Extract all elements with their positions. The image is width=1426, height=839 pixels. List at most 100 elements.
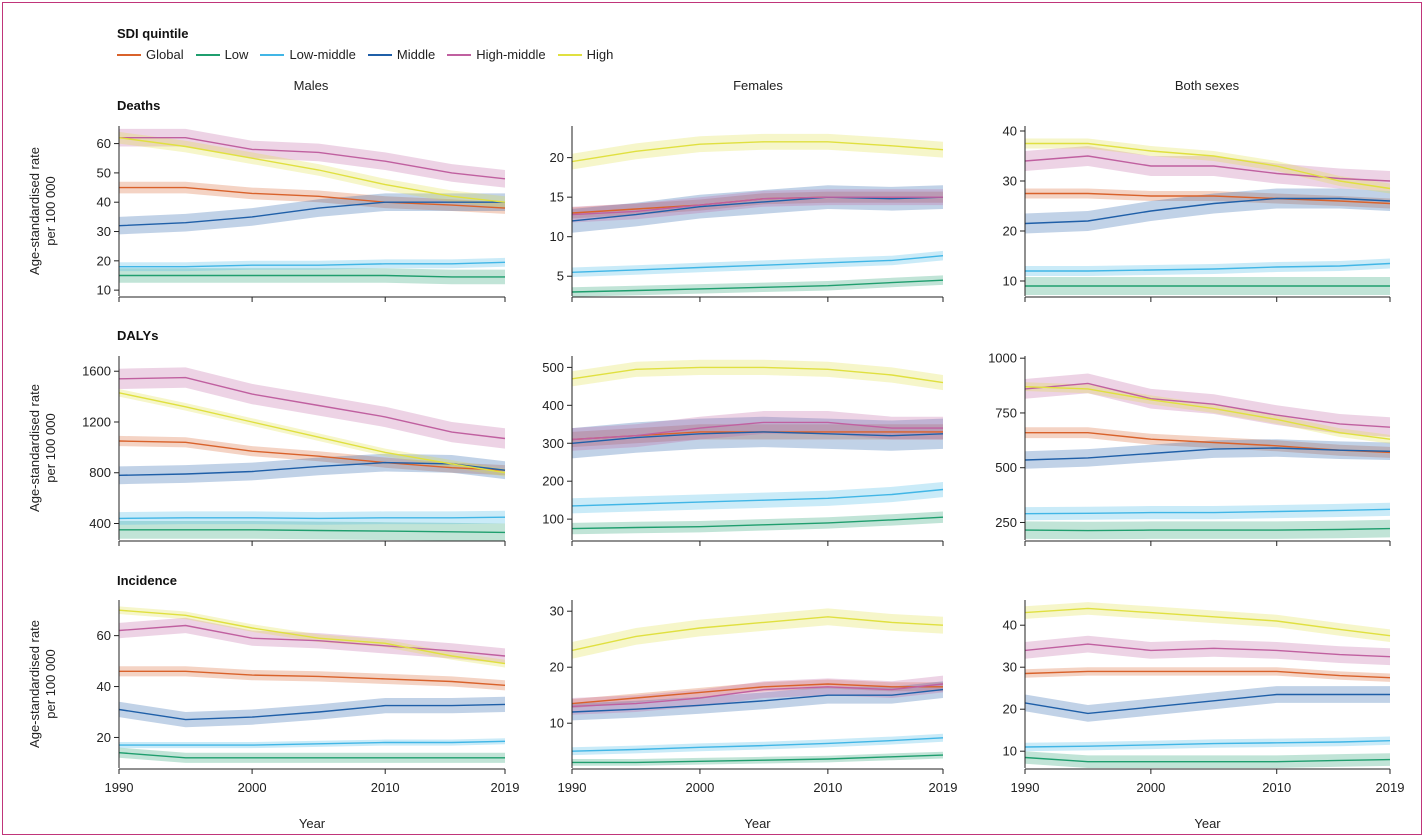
panel-deaths-females: 5 10 15 20 — [550, 126, 944, 302]
series-line-high — [571, 366, 944, 384]
series-line-low — [119, 529, 506, 534]
series-line-global — [119, 670, 506, 686]
column-header-both-sexes: Both sexes — [1175, 78, 1240, 93]
uncertainty-band-high — [572, 608, 943, 659]
y-tick-label: 10 — [550, 229, 564, 244]
y-tick-label: 60 — [97, 628, 111, 643]
x-tick-label: 1990 — [558, 780, 587, 795]
legend-label: Middle — [396, 47, 436, 62]
uncertainty-band-low — [119, 747, 505, 763]
uncertainty-band-low — [572, 275, 943, 297]
legend-label: High-middle — [476, 47, 546, 62]
y-tick-label: 30 — [1003, 660, 1017, 675]
uncertainty-band-high-middle — [572, 411, 943, 451]
y-tick-label: 40 — [1003, 618, 1017, 633]
y-tick-label: 40 — [97, 195, 111, 210]
series-line-high-middle — [1024, 155, 1391, 182]
uncertainty-band-middle — [1025, 686, 1390, 722]
y-axis-label: Age-standardised rateper 100 000 — [27, 147, 58, 275]
y-tick-label: 15 — [550, 190, 564, 205]
uncertainty-band-high-middle — [1025, 635, 1390, 666]
series-line-low-middle — [119, 261, 506, 268]
series-line-middle — [118, 201, 505, 227]
y-tick-label: 40 — [97, 679, 111, 694]
y-tick-label: 20 — [550, 660, 564, 675]
series-line-high — [118, 609, 506, 665]
x-tick-label: 2010 — [371, 780, 400, 795]
legend-label: Global — [146, 47, 184, 62]
panel-dalys-males: 400 800 1200 1600 Age-standardised rateper 1… — [27, 356, 506, 546]
uncertainty-band-low-middle — [1025, 258, 1390, 276]
y-tick-label: 100 — [542, 512, 564, 527]
series-line-high-middle — [571, 683, 944, 708]
series-line-high — [1024, 386, 1391, 440]
legend-swatch — [117, 53, 141, 56]
y-axis-label: Age-standardised rateper 100 000 — [27, 384, 58, 512]
column-header-females: Females — [733, 78, 783, 93]
y-tick-label: 200 — [542, 474, 564, 489]
uncertainty-band-high — [1025, 602, 1390, 642]
series-line-low — [1024, 756, 1391, 763]
y-tick-label: 400 — [542, 398, 564, 413]
uncertainty-band-low-middle — [572, 482, 943, 514]
uncertainty-band-low — [572, 511, 943, 535]
y-tick-label: 400 — [89, 516, 111, 531]
y-tick-label: 30 — [550, 604, 564, 619]
y-tick-label: 20 — [97, 730, 111, 745]
series-line-global — [1025, 192, 1391, 205]
y-axis-label: Age-standardised rateper 100 000 — [27, 620, 58, 748]
y-tick-label: 1000 — [988, 351, 1017, 366]
row-label-deaths: Deaths — [117, 98, 160, 113]
y-tick-label: 60 — [97, 136, 111, 151]
series-line-middle — [571, 688, 944, 713]
y-tick-label: 10 — [1003, 744, 1017, 759]
x-tick-label: 1990 — [1011, 780, 1040, 795]
uncertainty-band-high-middle — [119, 367, 505, 449]
uncertainty-band-high-middle — [1025, 146, 1390, 191]
series-line-low — [572, 754, 944, 764]
series-line-middle — [118, 703, 506, 721]
x-tick-label: 1990 — [105, 780, 134, 795]
uncertainty-band-global — [572, 679, 943, 709]
series-line-high — [571, 616, 944, 652]
series-line-middle — [1024, 197, 1391, 225]
y-tick-label: 1200 — [82, 414, 111, 429]
uncertainty-band-global — [572, 424, 943, 448]
x-tick-label: 2000 — [238, 780, 267, 795]
series-line-low-middle — [1025, 262, 1391, 272]
series-line-high-middle — [1024, 643, 1391, 658]
legend-item-low: Low — [195, 47, 248, 62]
x-tick-label: 2019 — [929, 780, 958, 795]
legend-swatch — [195, 53, 220, 56]
y-tick-label: 20 — [550, 150, 564, 165]
series-line-global — [1024, 670, 1391, 679]
panels: 10 20 30 40 50 60 Age-standardised rateper 100… — [27, 124, 1404, 832]
series-line-high-middle — [118, 624, 506, 657]
y-tick-label: 20 — [1003, 224, 1017, 239]
uncertainty-band-low — [119, 521, 505, 542]
series-line-high-middle — [571, 196, 943, 216]
series-line-high — [118, 137, 506, 203]
y-tick-label: 1600 — [82, 364, 111, 379]
y-tick-label: 300 — [542, 436, 564, 451]
uncertainty-band-low-middle — [1025, 502, 1390, 521]
uncertainty-band-low — [119, 268, 505, 285]
x-tick-label: 2000 — [685, 780, 714, 795]
legend-item-high: High — [557, 47, 614, 62]
y-tick-label: 20 — [97, 253, 111, 268]
panel-deaths-both-sexes: 10 20 30 40 — [1003, 124, 1391, 302]
x-tick-label: 2019 — [1376, 780, 1405, 795]
series-line-high-middle — [1024, 382, 1391, 428]
series-line-global — [118, 440, 506, 471]
y-tick-label: 30 — [1003, 174, 1017, 189]
uncertainty-band-high-middle — [1025, 373, 1390, 437]
series-line-middle — [571, 196, 944, 222]
panel-dalys-females: 100 200 300 400 500 — [542, 356, 944, 546]
y-tick-label: 10 — [550, 716, 564, 731]
row-label-incidence: Incidence — [117, 573, 177, 588]
series-line-low — [1024, 527, 1391, 532]
legend-label: High — [586, 47, 614, 62]
y-tick-label: 5 — [557, 269, 564, 284]
y-tick-label: 500 — [995, 460, 1017, 475]
y-tick-label: 50 — [97, 165, 111, 180]
